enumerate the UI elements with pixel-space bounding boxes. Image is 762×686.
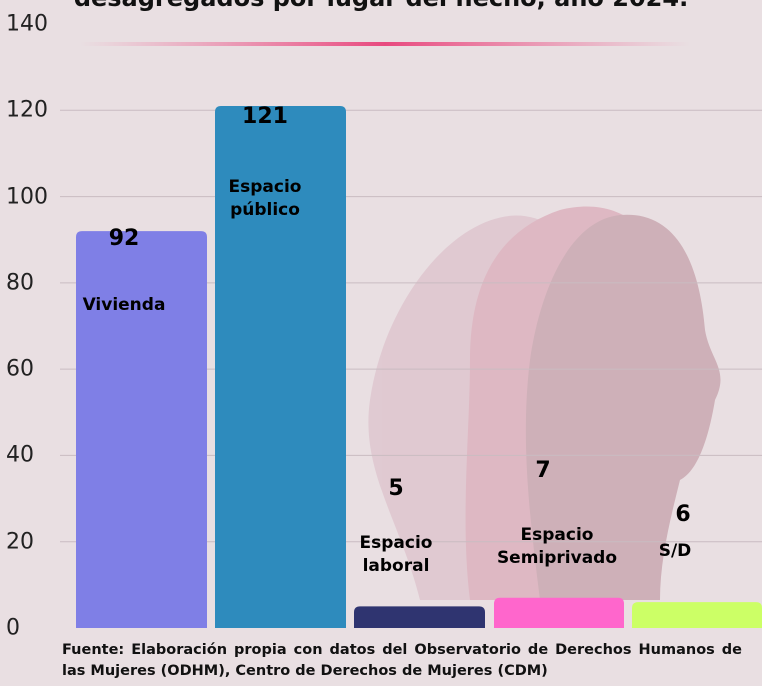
bar bbox=[76, 231, 207, 628]
value-label: 7 bbox=[535, 456, 550, 486]
category-label: Espacio laboral bbox=[341, 532, 451, 578]
bar bbox=[354, 606, 485, 628]
value-label: 5 bbox=[388, 474, 403, 504]
value-label: 121 bbox=[242, 102, 288, 132]
bar bbox=[632, 602, 762, 628]
chart-title: desagregados por lugar del hecho, año 20… bbox=[0, 0, 762, 12]
y-tick-label: 40 bbox=[6, 443, 34, 468]
chart: desagregados por lugar del hecho, año 20… bbox=[0, 0, 762, 686]
y-tick-label: 100 bbox=[6, 184, 48, 209]
value-label: 6 bbox=[675, 500, 690, 530]
category-label: Espacio Semiprivado bbox=[492, 524, 622, 570]
source-note: Fuente: Elaboración propia con datos del… bbox=[62, 640, 742, 682]
bar bbox=[494, 598, 624, 628]
y-tick-label: 20 bbox=[6, 529, 34, 554]
chart-canvas bbox=[0, 0, 762, 686]
category-label: S/D bbox=[645, 540, 705, 563]
category-label: Espacio público bbox=[210, 176, 320, 222]
category-label: Vivienda bbox=[64, 294, 184, 317]
y-tick-label: 60 bbox=[6, 357, 34, 382]
y-tick-label: 0 bbox=[6, 616, 20, 641]
y-tick-label: 140 bbox=[6, 12, 48, 37]
value-label: 92 bbox=[109, 224, 140, 254]
y-tick-label: 80 bbox=[6, 270, 34, 295]
title-underline bbox=[80, 42, 690, 46]
y-tick-label: 120 bbox=[6, 98, 48, 123]
